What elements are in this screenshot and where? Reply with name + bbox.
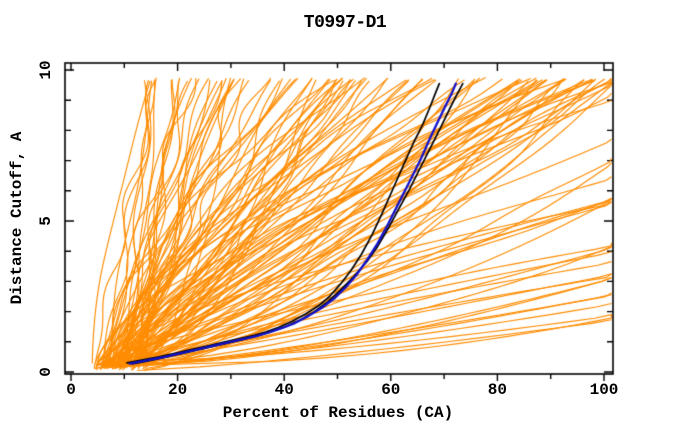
x-axis-label: Percent of Residues (CA) <box>222 404 454 422</box>
y-tick-label: 10 <box>37 60 55 80</box>
x-tick-label: 100 <box>589 381 619 399</box>
y-tick-label: 0 <box>37 367 55 377</box>
x-tick-label: 20 <box>167 381 188 399</box>
x-tick-label: 0 <box>66 381 76 399</box>
x-tick-label: 60 <box>381 381 401 399</box>
y-tick-label: 5 <box>37 216 55 226</box>
x-tick-label: 40 <box>274 381 294 399</box>
y-axis-label: Distance Cutoff, A <box>8 131 26 305</box>
x-tick-label: 80 <box>487 381 507 399</box>
chart-title: T0997-D1 <box>303 13 387 33</box>
